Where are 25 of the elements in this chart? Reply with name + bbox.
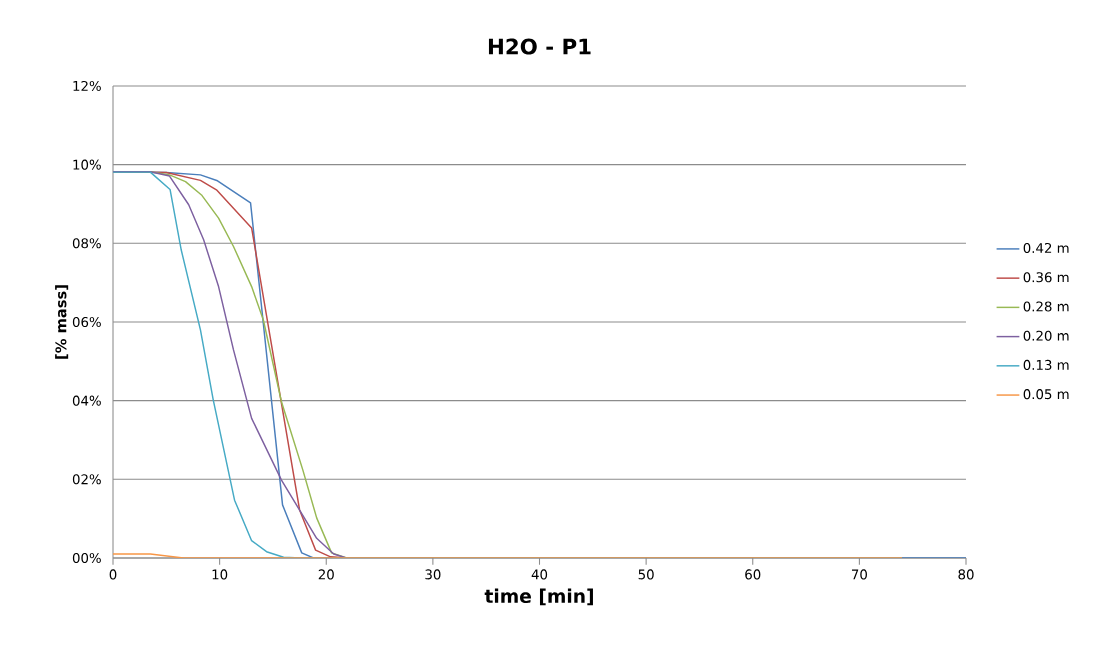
y-tick-label: 04% (72, 395, 101, 406)
legend-label: 0.42 m (1023, 242, 1069, 254)
y-tick-label: 08% (72, 238, 101, 249)
legend-label: 0.20 m (1023, 330, 1069, 341)
y-axis-title: [% mass] (55, 285, 69, 359)
x-tick-label: 70 (851, 569, 867, 580)
y-tick-label: 02% (72, 474, 101, 485)
y-tick-label: 00% (72, 552, 101, 564)
x-tick-label: 30 (425, 569, 441, 580)
legend-label: 0.13 m (1023, 359, 1069, 370)
legend-label: 0.05 m (1023, 389, 1069, 400)
x-tick-label: 80 (958, 569, 974, 580)
x-tick-label: 0 (109, 569, 117, 580)
legend-label: 0.28 m (1023, 301, 1069, 312)
x-tick-label: 50 (638, 569, 654, 580)
y-tick-label: 06% (72, 316, 101, 328)
chart-title: H2O - P1 (488, 38, 591, 55)
x-tick-label: 20 (318, 569, 334, 580)
legend-label: 0.36 m (1023, 272, 1069, 283)
x-tick-label: 60 (745, 569, 761, 580)
x-tick-label: 10 (212, 569, 228, 580)
y-tick-label: 12% (73, 80, 101, 92)
x-tick-label: 40 (531, 569, 548, 580)
x-axis-title: time [min] (484, 588, 593, 606)
y-tick-label: 10% (73, 159, 101, 170)
